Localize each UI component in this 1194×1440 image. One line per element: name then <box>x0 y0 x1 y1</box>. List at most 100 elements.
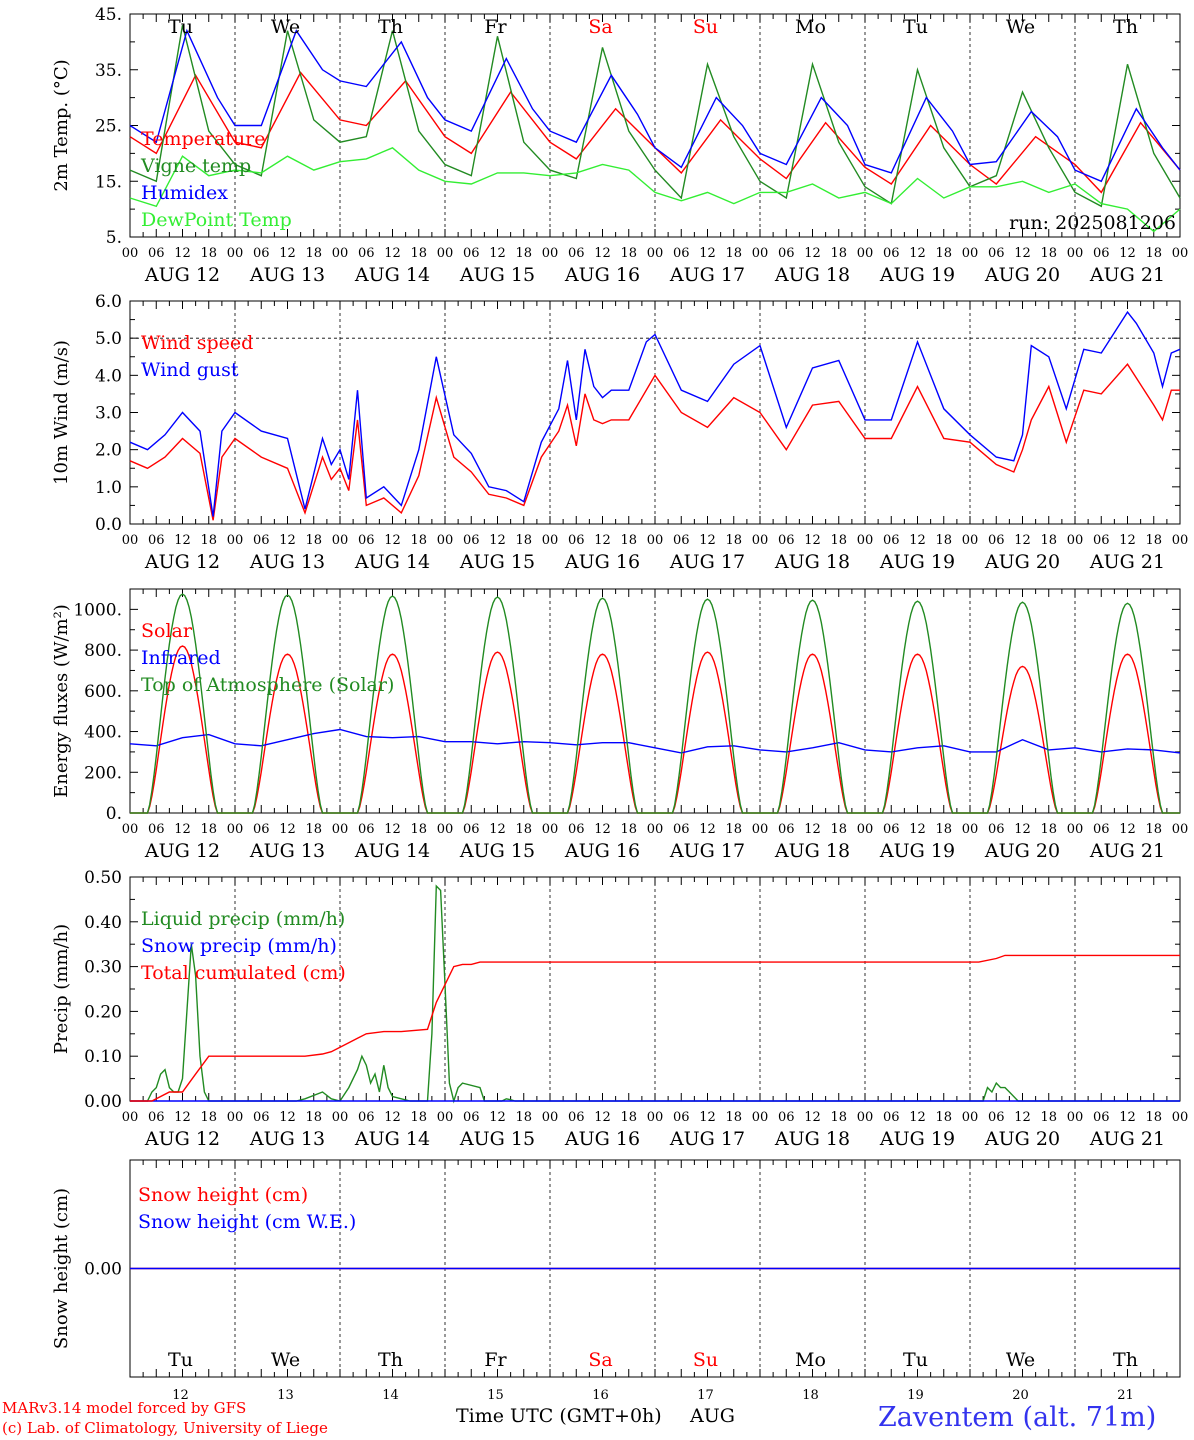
hour-tick-label: 18 <box>1040 246 1057 261</box>
hour-tick-label: 00 <box>227 822 244 837</box>
date-label: AUG 15 <box>459 1128 535 1150</box>
date-label: AUG 14 <box>354 551 430 573</box>
hour-tick-label: 06 <box>253 1110 270 1125</box>
hour-tick-label: 06 <box>778 1110 795 1125</box>
date-label: AUG 21 <box>1089 840 1165 862</box>
hour-tick-label: 12 <box>804 1110 821 1125</box>
panel-frame-energy <box>129 588 1181 814</box>
y-tick-label: 0.0 <box>95 515 122 535</box>
hour-tick-label: 12 <box>909 1110 926 1125</box>
hour-tick-label: 12 <box>594 533 611 548</box>
date-label: AUG 18 <box>774 1128 850 1150</box>
hour-tick-label: 06 <box>148 822 165 837</box>
y-tick-label: 0.30 <box>84 958 122 978</box>
series-line-humidex <box>129 28 1181 183</box>
legend-entry: Infrared <box>141 647 221 669</box>
hour-tick-label: 00 <box>332 1110 349 1125</box>
hour-tick-label: 18 <box>830 246 847 261</box>
hour-tick-label: 12 <box>1119 533 1136 548</box>
day-number-label: 18 <box>802 1388 819 1403</box>
hour-tick-label: 12 <box>1119 822 1136 837</box>
hour-tick-label: 18 <box>830 1110 847 1125</box>
hour-tick-label: 06 <box>568 822 585 837</box>
y-tick-label: 1.0 <box>95 478 122 498</box>
y-tick-label: 1000. <box>73 600 122 620</box>
lab-credit: (c) Lab. of Climatology, University of L… <box>2 1419 328 1437</box>
legend-entry: Solar <box>141 620 193 642</box>
hour-tick-label: 12 <box>279 822 296 837</box>
hour-tick-label: 18 <box>515 246 532 261</box>
hour-tick-label: 00 <box>542 246 559 261</box>
hour-tick-label: 06 <box>568 246 585 261</box>
hour-tick-label: 06 <box>883 533 900 548</box>
y-tick-label: 4.0 <box>95 366 122 386</box>
dow-label-top: Sa <box>588 16 612 38</box>
hour-tick-label: 00 <box>1172 246 1189 261</box>
hour-tick-label: 06 <box>463 1110 480 1125</box>
hour-tick-label: 12 <box>699 822 716 837</box>
y-tick-label: 5. <box>106 228 122 248</box>
hour-tick-label: 00 <box>962 246 979 261</box>
dow-label-top: Th <box>378 16 403 38</box>
hour-tick-label: 12 <box>909 822 926 837</box>
hour-tick-label: 12 <box>384 1110 401 1125</box>
time-axis-label: Time UTC (GMT+0h) <box>456 1405 662 1427</box>
hour-tick-label: 12 <box>594 1110 611 1125</box>
hour-tick-label: 12 <box>384 246 401 261</box>
date-label: AUG 12 <box>144 551 220 573</box>
dow-label-bottom: Th <box>1113 1349 1138 1371</box>
hour-tick-label: 00 <box>332 533 349 548</box>
dow-label-top: We <box>271 16 300 38</box>
hour-tick-label: 12 <box>174 822 191 837</box>
y-tick-label: 0. <box>106 804 122 824</box>
hour-tick-label: 00 <box>647 246 664 261</box>
hour-tick-label: 12 <box>384 533 401 548</box>
date-label: AUG 17 <box>669 840 745 862</box>
y-tick-label: 0.50 <box>84 868 122 888</box>
date-label: AUG 15 <box>459 840 535 862</box>
hour-tick-label: 00 <box>437 246 454 261</box>
hour-tick-label: 00 <box>647 1110 664 1125</box>
hour-tick-label: 00 <box>1172 533 1189 548</box>
hour-tick-label: 12 <box>489 246 506 261</box>
date-label: AUG 13 <box>249 551 325 573</box>
month-label: AUG <box>690 1405 735 1427</box>
hour-tick-label: 12 <box>489 1110 506 1125</box>
date-label: AUG 14 <box>354 840 430 862</box>
series-line-top-of-atmosphere-solar- <box>130 593 1180 814</box>
hour-tick-label: 00 <box>752 822 769 837</box>
y-tick-label: 600. <box>84 682 122 702</box>
hour-tick-label: 00 <box>647 822 664 837</box>
hour-tick-label: 18 <box>305 533 322 548</box>
dow-label-top: Su <box>693 16 718 38</box>
hour-tick-label: 18 <box>1145 1110 1162 1125</box>
hour-tick-label: 00 <box>437 1110 454 1125</box>
hour-tick-label: 06 <box>988 1110 1005 1125</box>
date-label: AUG 21 <box>1089 551 1165 573</box>
date-label: AUG 14 <box>354 264 430 286</box>
hour-tick-label: 00 <box>542 533 559 548</box>
hour-tick-label: 12 <box>699 246 716 261</box>
date-label: AUG 18 <box>774 840 850 862</box>
hour-tick-label: 12 <box>909 246 926 261</box>
date-label: AUG 16 <box>564 264 640 286</box>
hour-tick-label: 00 <box>122 1110 139 1125</box>
hour-tick-label: 18 <box>305 1110 322 1125</box>
hour-tick-label: 12 <box>1014 533 1031 548</box>
hour-tick-label: 06 <box>1093 246 1110 261</box>
day-number-label: 13 <box>277 1388 294 1403</box>
hour-tick-label: 12 <box>699 1110 716 1125</box>
day-number-label: 15 <box>487 1388 504 1403</box>
hour-tick-label: 18 <box>410 533 427 548</box>
hour-tick-label: 12 <box>1119 1110 1136 1125</box>
y-tick-label: 6.0 <box>95 292 122 312</box>
hour-tick-label: 06 <box>1093 822 1110 837</box>
hour-tick-label: 00 <box>1067 822 1084 837</box>
hour-tick-label: 18 <box>515 533 532 548</box>
hour-tick-label: 06 <box>463 246 480 261</box>
day-number-label: 16 <box>592 1388 609 1403</box>
hour-tick-label: 12 <box>1014 246 1031 261</box>
day-number-label: 12 <box>172 1388 189 1403</box>
hour-tick-label: 12 <box>279 246 296 261</box>
hour-tick-label: 06 <box>463 533 480 548</box>
